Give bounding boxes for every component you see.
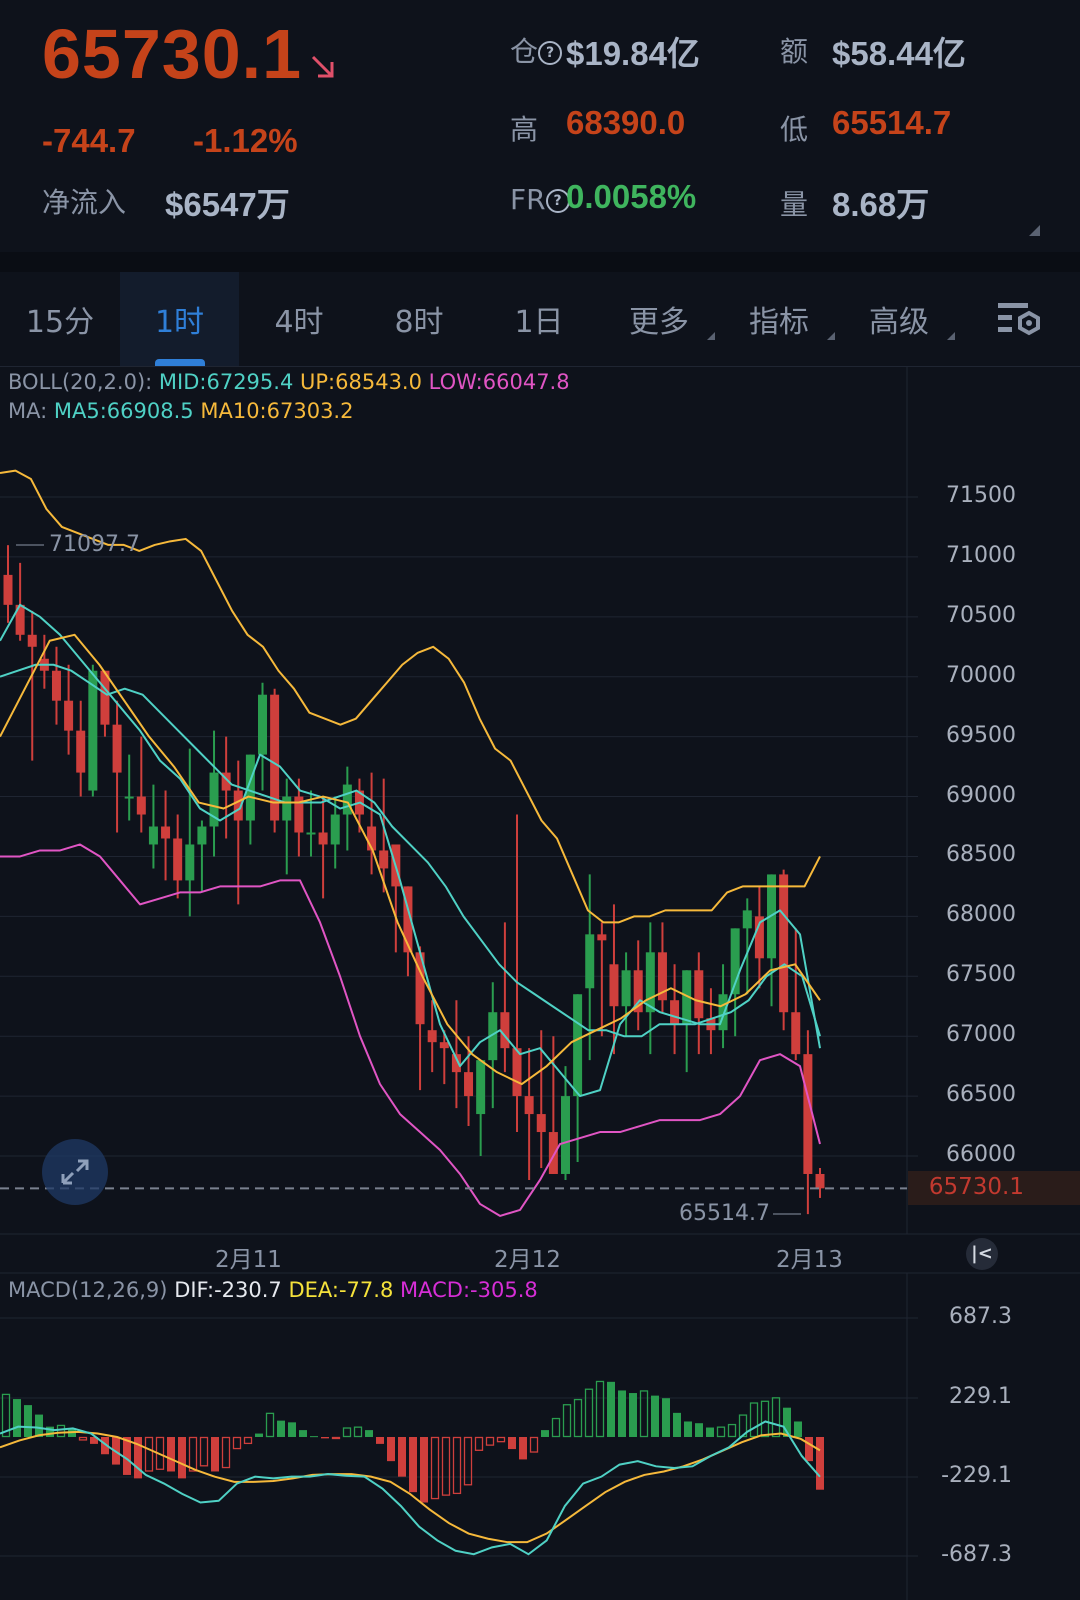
list-settings-icon bbox=[998, 303, 1040, 336]
macd-axis-label: 229.1 bbox=[949, 1384, 1012, 1409]
scroll-to-latest-button[interactable]: |< bbox=[966, 1238, 998, 1270]
chart-settings-button[interactable] bbox=[970, 272, 1070, 366]
price-axis-label: 71000 bbox=[946, 542, 1016, 568]
price-axis-label: 70000 bbox=[946, 662, 1016, 688]
high-label: 高 bbox=[510, 113, 539, 146]
price-axis-label: 66000 bbox=[946, 1142, 1016, 1167]
tab-8h[interactable]: 8时 bbox=[394, 305, 444, 340]
chevron-left-bar-icon: |< bbox=[971, 1243, 993, 1264]
price-axis-label: 69500 bbox=[946, 722, 1016, 748]
tab-1h[interactable]: 1时 bbox=[120, 272, 239, 366]
expand-icon bbox=[61, 1159, 89, 1185]
fullscreen-button[interactable] bbox=[42, 1139, 108, 1205]
dropdown-icon bbox=[707, 332, 715, 340]
volume-value: 8.68万 bbox=[832, 186, 930, 223]
active-tab-indicator bbox=[154, 359, 205, 366]
help-icon[interactable]: ? bbox=[538, 41, 563, 65]
tab-indicators[interactable]: 指标 bbox=[719, 272, 839, 366]
divider bbox=[0, 252, 1080, 272]
price-axis-label: 68000 bbox=[946, 902, 1016, 928]
price-change-pct: -1.12% bbox=[193, 122, 298, 159]
price-axis-label: 69000 bbox=[946, 782, 1016, 808]
low-label: 低 bbox=[780, 113, 809, 146]
turnover-label: 额 bbox=[780, 35, 809, 68]
date-label: 2月13 bbox=[776, 1247, 843, 1273]
volume-label: 量 bbox=[780, 188, 809, 221]
macd-axis-label: 687.3 bbox=[949, 1304, 1012, 1329]
price-axis-label: 70500 bbox=[946, 602, 1016, 628]
price-axis-label: 67000 bbox=[946, 1022, 1016, 1048]
tab-advanced[interactable]: 高级 bbox=[839, 272, 959, 366]
net-inflow-label: 净流入 bbox=[42, 186, 127, 219]
macd-axis-label: -229.1 bbox=[941, 1463, 1012, 1488]
low-value: 65514.7 bbox=[832, 104, 952, 141]
open-interest-label[interactable]: 仓? bbox=[510, 30, 563, 70]
price-axis-label: 71500 bbox=[946, 483, 1016, 508]
high-value: 68390.0 bbox=[566, 104, 686, 141]
last-price: 65730.1 bbox=[42, 15, 303, 93]
funding-rate-label[interactable]: FR? bbox=[510, 183, 570, 216]
arrow-down-right-icon bbox=[311, 55, 334, 78]
macd-legend: MACD(12,26,9) DIF:-230.7 DEA:-77.8 MACD:… bbox=[8, 1278, 538, 1302]
candlestick-chart[interactable] bbox=[0, 366, 1080, 1600]
ma-legend: MA: MA5:66908.5 MA10:67303.2 bbox=[8, 399, 354, 423]
tab-more[interactable]: 更多 bbox=[599, 272, 719, 366]
boll-legend: BOLL(20,2.0): MID:67295.4 UP:68543.0 LOW… bbox=[8, 370, 570, 394]
tab-15m[interactable]: 15分 bbox=[25, 305, 95, 340]
price-change-abs: -744.7 bbox=[42, 122, 136, 159]
price-axis-label: 67500 bbox=[946, 962, 1016, 988]
macd-axis-label: -687.3 bbox=[941, 1542, 1012, 1567]
dropdown-icon bbox=[947, 332, 955, 340]
expand-header-icon[interactable] bbox=[1029, 225, 1040, 236]
ticker-header: 65730.1 -744.7 -1.12% 净流入 $6547万 仓? $19.… bbox=[0, 0, 1080, 252]
help-icon[interactable]: ? bbox=[545, 189, 570, 213]
high-marker-label: 71097.7 bbox=[49, 532, 140, 557]
low-marker-label: 65514.7 bbox=[679, 1201, 770, 1226]
turnover-value: $58.44亿 bbox=[832, 35, 966, 72]
net-inflow-value: $6547万 bbox=[165, 186, 290, 223]
interval-tabs: 15分 1时 4时 8时 1日 更多 指标 高级 bbox=[0, 272, 1080, 367]
last-price-tag bbox=[908, 1171, 1080, 1205]
date-label: 2月12 bbox=[494, 1247, 561, 1273]
price-axis-label: 68500 bbox=[946, 842, 1016, 868]
price-axis-label: 66500 bbox=[946, 1082, 1016, 1108]
tab-1d[interactable]: 1日 bbox=[514, 305, 564, 340]
open-interest-value: $19.84亿 bbox=[566, 35, 700, 72]
last-price-tag-label: 65730.1 bbox=[928, 1174, 1024, 1200]
funding-rate-value: 0.0058% bbox=[566, 178, 697, 215]
date-label: 2月11 bbox=[215, 1247, 282, 1273]
tab-4h[interactable]: 4时 bbox=[274, 305, 324, 340]
dropdown-icon bbox=[827, 332, 835, 340]
